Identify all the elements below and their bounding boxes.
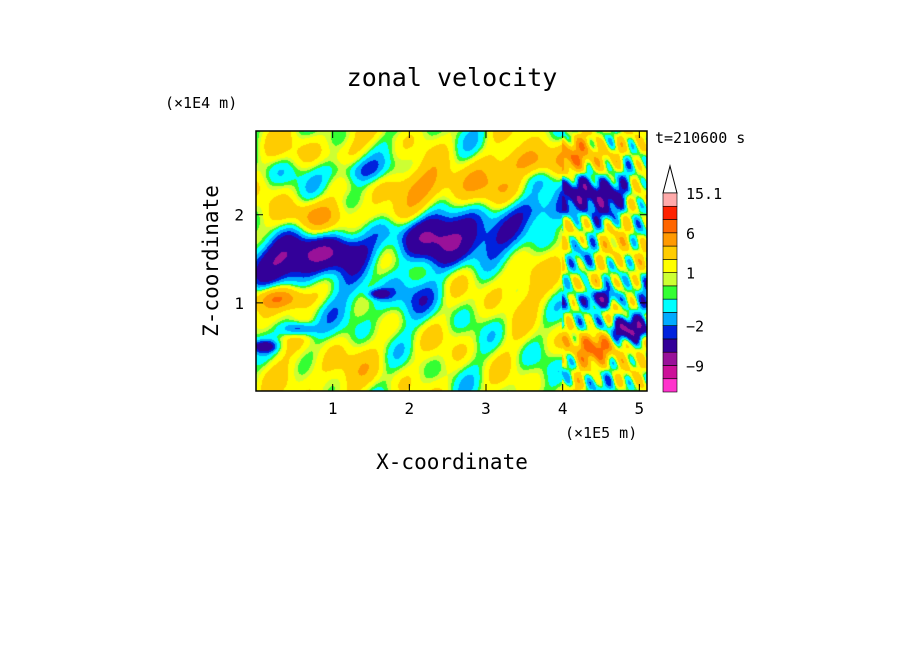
colorbar-level (662, 232, 678, 247)
colorbar-level (662, 378, 678, 393)
colorbar-tick-label: 15.1 (686, 185, 722, 203)
x-unit-label: (×1E5 m) (565, 424, 637, 442)
time-label: t=210600 s (655, 129, 745, 147)
x-axis-label: X-coordinate (376, 450, 528, 474)
x-tick-label: 1 (328, 399, 338, 418)
y-axis-ticks: 12 (234, 206, 647, 313)
colorbar-level (662, 298, 678, 313)
y-tick-label: 1 (234, 294, 244, 313)
colorbar-level (662, 219, 678, 234)
y-tick-label: 2 (234, 206, 244, 225)
colorbar-tick-label: 6 (686, 225, 695, 243)
plot-frame (255, 130, 648, 392)
x-tick-label: 3 (481, 399, 491, 418)
colorbar-level (662, 285, 678, 300)
colorbar-level (662, 245, 678, 260)
colorbar-level (662, 192, 678, 207)
colorbar-level (662, 325, 678, 340)
colorbar-extend-arrow (662, 164, 678, 194)
colorbar-tick-label: 1 (686, 265, 695, 283)
colorbar-level (662, 351, 678, 366)
colorbar-tick-label: −2 (686, 318, 704, 336)
colorbar-level (662, 259, 678, 273)
x-axis-ticks: 1 2 3 4 5 (328, 131, 644, 418)
x-tick-label: 2 (405, 399, 415, 418)
colorbar-level (662, 312, 678, 326)
colorbar: 15.1 6 1 −2 −9 (662, 164, 722, 393)
colorbar-level (662, 338, 678, 353)
colorbar-tick-label: −9 (686, 357, 704, 375)
x-tick-label: 5 (635, 399, 645, 418)
colorbar-level (662, 365, 678, 380)
colorbar-level (662, 205, 678, 220)
velocity-field (256, 131, 647, 391)
y-axis-label: Z-coordinate (199, 185, 223, 337)
y-unit-label: (×1E4 m) (165, 94, 237, 112)
colorbar-level (662, 272, 678, 287)
chart-title: zonal velocity (347, 63, 558, 92)
x-tick-label: 4 (558, 399, 568, 418)
